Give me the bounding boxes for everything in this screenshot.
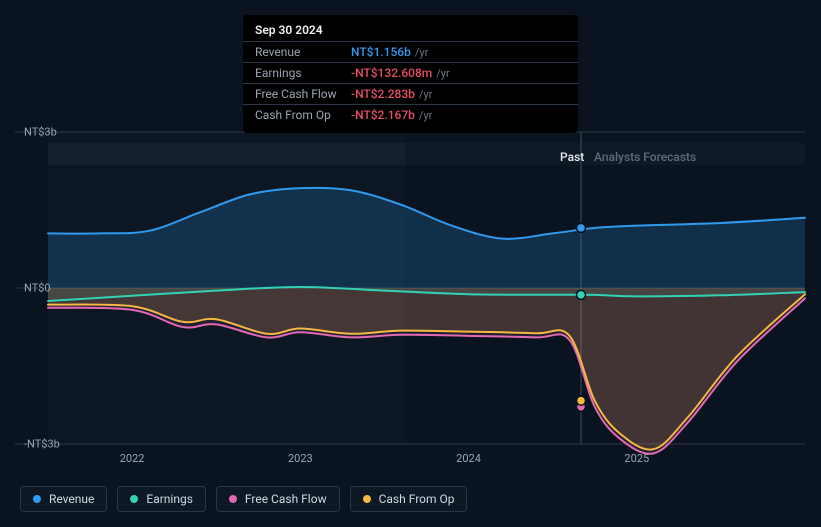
legend-item-cash_from_op[interactable]: Cash From Op bbox=[350, 486, 468, 512]
tooltip-row-value: -NT$2.283b bbox=[351, 87, 415, 101]
y-tick-label: -NT$3b bbox=[24, 438, 60, 451]
tooltip-row-unit: /yr bbox=[436, 67, 449, 80]
tooltip-row-value: -NT$132.608m bbox=[351, 66, 432, 80]
past-header-band bbox=[48, 143, 405, 165]
tooltip-row-label: Free Cash Flow bbox=[255, 87, 351, 101]
legend-dot-icon bbox=[363, 495, 371, 503]
x-tick-label: 2025 bbox=[624, 452, 649, 465]
y-tick-label: NT$3b bbox=[24, 126, 57, 139]
legend-label: Earnings bbox=[146, 492, 193, 506]
y-tick-label: NT$0 bbox=[24, 282, 51, 295]
tooltip-row-unit: /yr bbox=[419, 88, 432, 101]
legend-label: Revenue bbox=[49, 492, 94, 506]
tooltip-row-unit: /yr bbox=[419, 109, 432, 122]
period-label-past: Past bbox=[560, 150, 584, 164]
x-tick-label: 2023 bbox=[288, 452, 313, 465]
x-tick-label: 2024 bbox=[456, 452, 481, 465]
legend-item-free_cash_flow[interactable]: Free Cash Flow bbox=[216, 486, 340, 512]
tooltip-row-label: Revenue bbox=[255, 45, 351, 59]
tooltip-row: Free Cash Flow-NT$2.283b/yr bbox=[243, 83, 578, 104]
legend: Revenue Earnings Free Cash Flow Cash From O… bbox=[20, 486, 467, 512]
tooltip-date: Sep 30 2024 bbox=[243, 23, 578, 41]
period-label-forecast: Analysts Forecasts bbox=[594, 150, 696, 164]
tooltip: Sep 30 2024 RevenueNT$1.156b/yrEarnings-… bbox=[243, 15, 578, 133]
tooltip-row: RevenueNT$1.156b/yr bbox=[243, 41, 578, 62]
tooltip-row-value: NT$1.156b bbox=[351, 45, 411, 59]
legend-label: Free Cash Flow bbox=[245, 492, 327, 506]
legend-item-revenue[interactable]: Revenue bbox=[20, 486, 107, 512]
tooltip-row: Earnings-NT$132.608m/yr bbox=[243, 62, 578, 83]
tooltip-row-label: Cash From Op bbox=[255, 108, 351, 122]
cash_from_op-marker bbox=[577, 396, 586, 405]
earnings-marker bbox=[577, 290, 586, 299]
legend-item-earnings[interactable]: Earnings bbox=[117, 486, 206, 512]
tooltip-row-unit: /yr bbox=[415, 46, 428, 59]
tooltip-row-label: Earnings bbox=[255, 66, 351, 80]
legend-dot-icon bbox=[229, 495, 237, 503]
legend-dot-icon bbox=[33, 495, 41, 503]
tooltip-row: Cash From Op-NT$2.167b/yr bbox=[243, 104, 578, 125]
legend-label: Cash From Op bbox=[379, 492, 455, 506]
legend-dot-icon bbox=[130, 495, 138, 503]
x-tick-label: 2022 bbox=[120, 452, 145, 465]
tooltip-row-value: -NT$2.167b bbox=[351, 108, 415, 122]
revenue-marker bbox=[577, 223, 586, 232]
